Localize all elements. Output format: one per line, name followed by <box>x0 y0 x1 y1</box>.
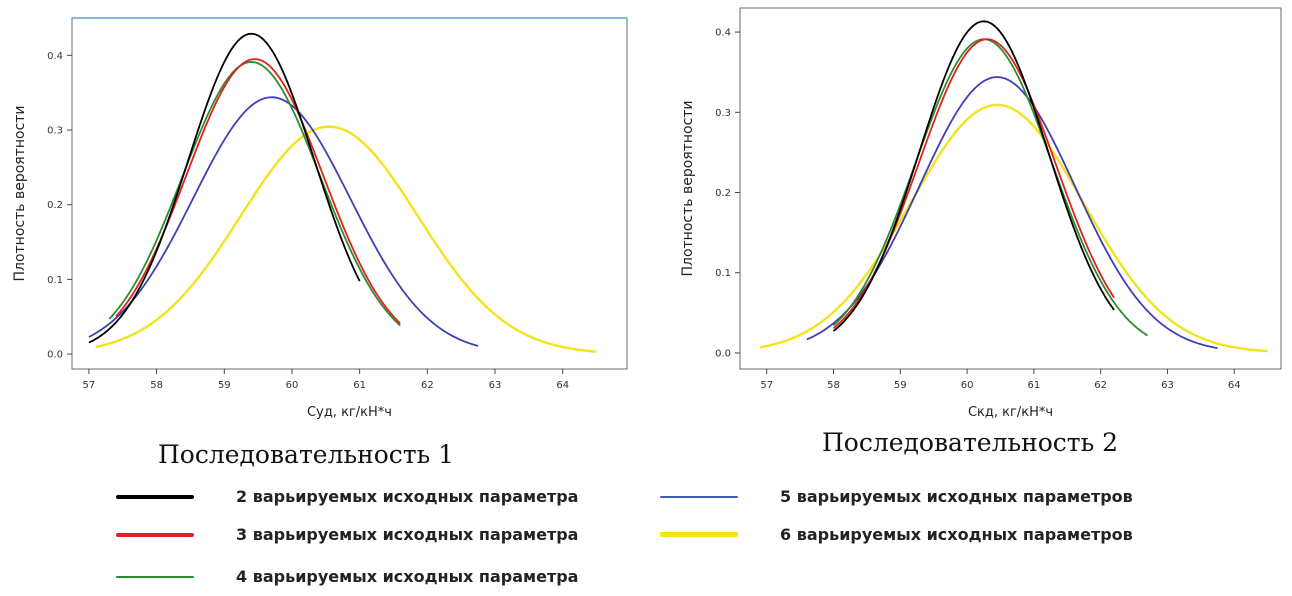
x-tick-label: 57 <box>760 380 773 391</box>
y-tick-label: 0.3 <box>715 108 731 119</box>
legend-swatch <box>116 532 194 537</box>
legend-swatch <box>660 495 738 498</box>
chart-sequence-1: 57 58 59 60 61 62 63 64 0.0 0.1 0.2 0.3 0.4 Cуд, кг/к… <box>12 17 628 420</box>
legend-item-4-params: 4 варьируемых исходных параметра <box>116 567 578 586</box>
legend-item-3-params: 3 варьируемых исходных параметра <box>116 525 578 544</box>
x-tick-label: 61 <box>1028 380 1041 391</box>
series-line-4-params <box>832 38 1148 337</box>
legend-swatch <box>660 532 738 537</box>
legend-item-5-params: 5 варьируемых исходных параметров <box>660 487 1133 506</box>
y-tick-label: 0.4 <box>47 51 63 62</box>
x-tick-label: 64 <box>1228 380 1241 391</box>
y-tick-label: 0.1 <box>47 275 63 286</box>
legend-swatch <box>116 575 194 578</box>
x-tick-label: 61 <box>353 380 366 391</box>
y-axis-label: Плотность вероятности <box>12 105 28 281</box>
caption-sequence-2: Последовательность 2 <box>822 428 1119 457</box>
legend-item-2-params: 2 варьируемых исходных параметра <box>116 487 578 506</box>
series-line-5-params <box>88 96 479 347</box>
x-tick-label: 57 <box>83 380 96 391</box>
x-tick-label: 60 <box>961 380 974 391</box>
caption-sequence-1: Последовательность 1 <box>158 440 455 469</box>
series-line-2-params <box>832 20 1115 332</box>
legend-swatch <box>116 494 194 499</box>
chart-sequence-2: 57 58 59 60 61 62 63 64 0.0 0.1 0.2 0.3 0.4 Cкд, кг/к… <box>680 7 1282 420</box>
chart-legend: 2 варьируемых исходных параметра 3 варьи… <box>0 482 1292 596</box>
series-line-6-params <box>95 125 597 353</box>
x-tick-label: 63 <box>489 380 502 391</box>
y-tick-label: 0.3 <box>47 126 63 137</box>
legend-label: 3 варьируемых исходных параметра <box>236 525 579 544</box>
series-line-4-params <box>108 61 401 327</box>
y-tick-label: 0.0 <box>47 350 63 361</box>
x-tick-label: 62 <box>421 380 434 391</box>
x-tick-label: 58 <box>827 380 840 391</box>
y-tick-label: 0.2 <box>47 200 63 211</box>
x-tick-label: 58 <box>150 380 163 391</box>
series-line-2-params <box>88 32 361 344</box>
x-axis-label: Cуд, кг/кН*ч <box>307 405 392 420</box>
x-tick-label: 59 <box>218 380 231 391</box>
x-tick-label: 59 <box>894 380 907 391</box>
legend-item-6-params: 6 варьируемых исходных параметров <box>660 525 1133 544</box>
legend-label: 4 варьируемых исходных параметра <box>236 567 579 586</box>
x-tick-label: 64 <box>556 380 569 391</box>
y-axis-label: Плотность вероятности <box>680 100 696 276</box>
y-tick-label: 0.0 <box>715 348 731 359</box>
y-tick-label: 0.4 <box>715 28 731 39</box>
plot-frame <box>71 17 628 370</box>
plot-frame <box>739 7 1282 370</box>
x-tick-label: 63 <box>1161 380 1174 391</box>
y-tick-label: 0.1 <box>715 268 731 279</box>
legend-label: 6 варьируемых исходных параметров <box>780 525 1133 544</box>
legend-label: 2 варьируемых исходных параметра <box>236 487 579 506</box>
legend-label: 5 варьируемых исходных параметров <box>780 487 1133 506</box>
y-tick-label: 0.2 <box>715 188 731 199</box>
series-line-6-params <box>759 103 1268 353</box>
x-tick-label: 62 <box>1094 380 1107 391</box>
x-axis-label: Cкд, кг/кН*ч <box>968 405 1053 420</box>
x-tick-label: 60 <box>286 380 299 391</box>
